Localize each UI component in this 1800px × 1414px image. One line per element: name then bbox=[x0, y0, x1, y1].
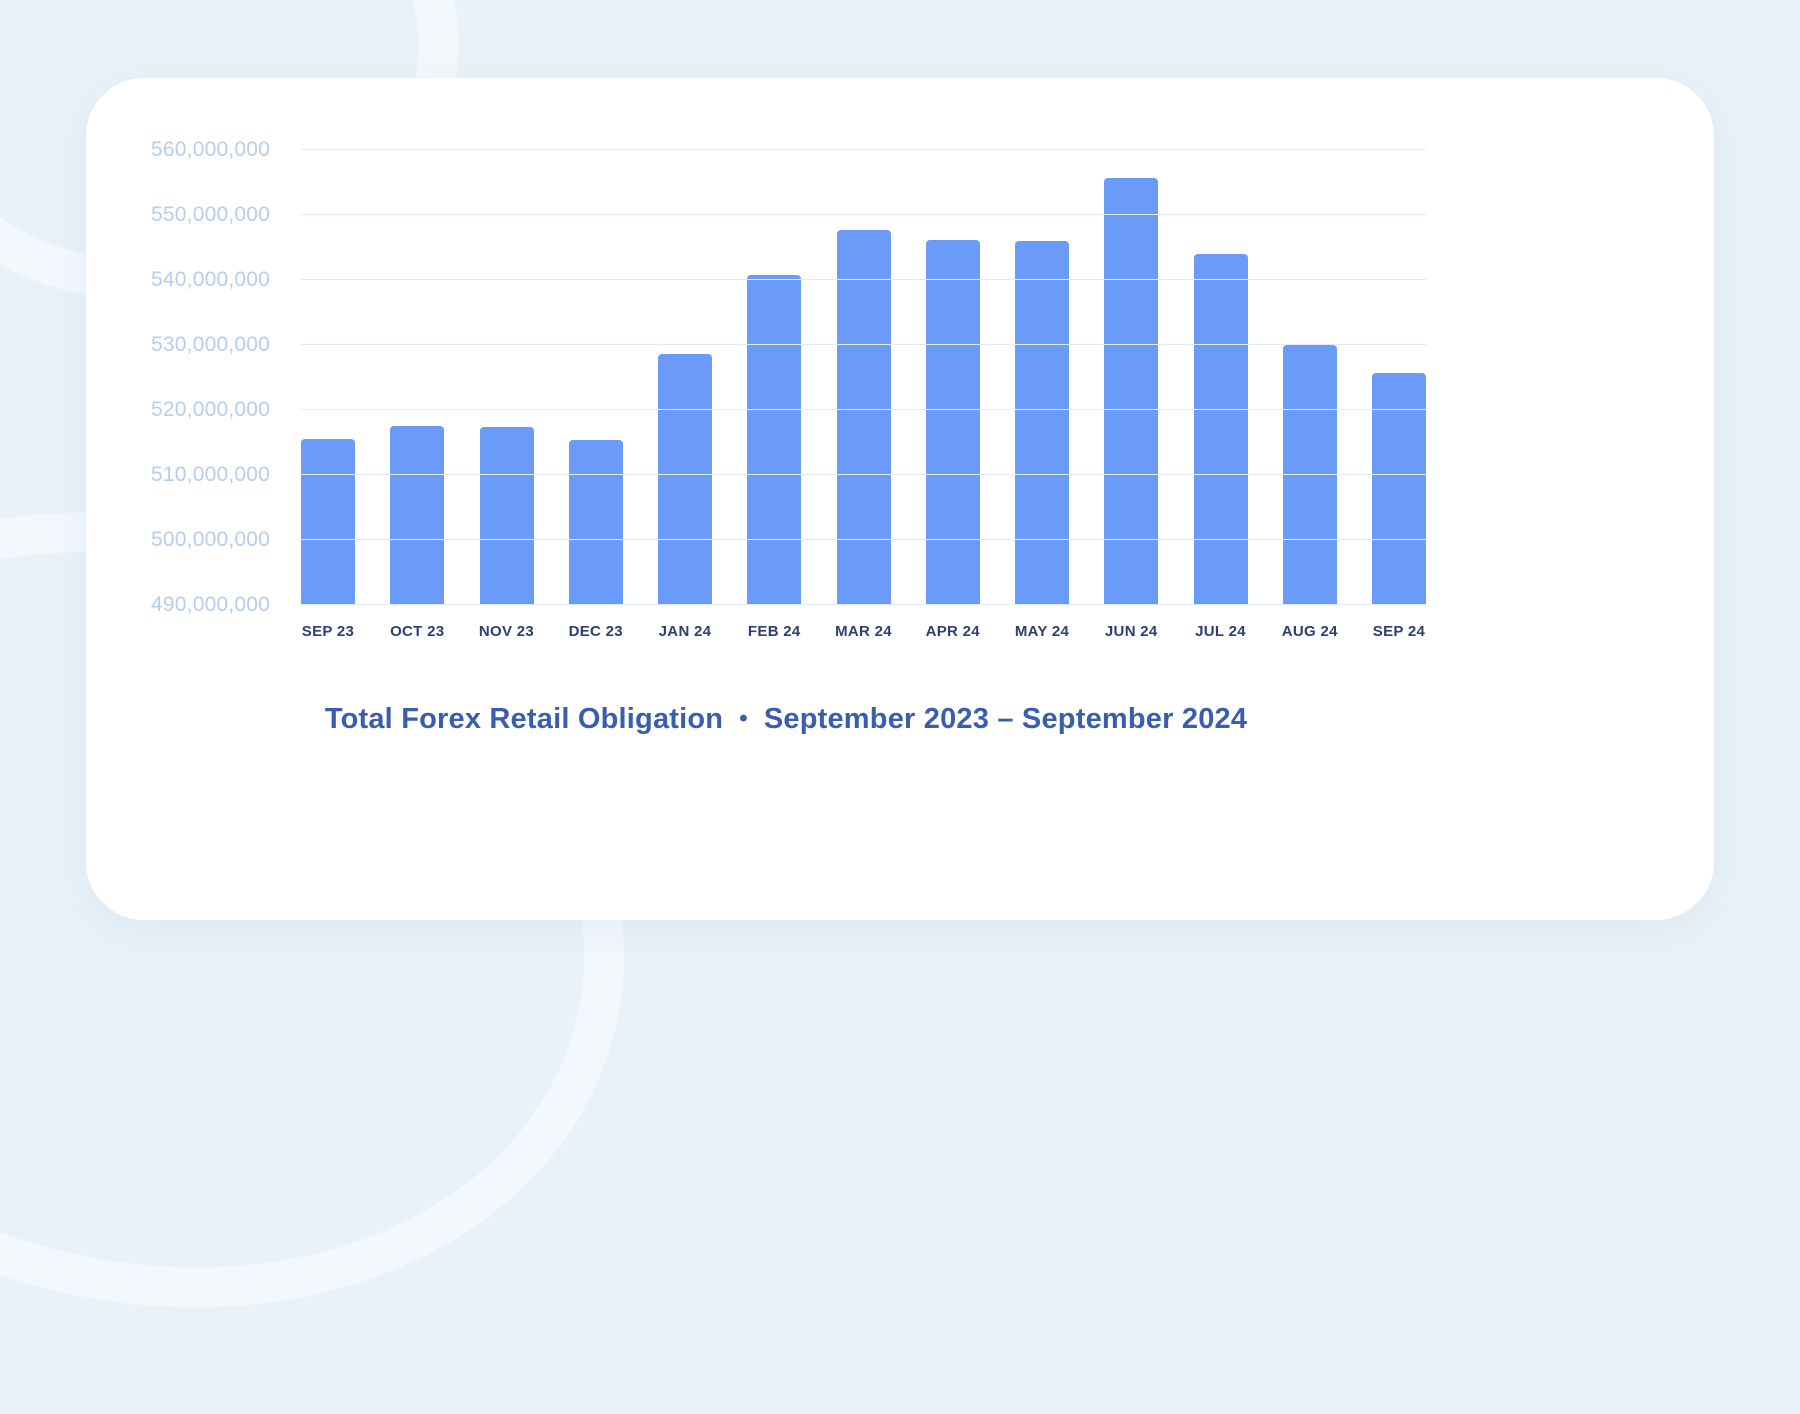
bar-column: JAN 24 bbox=[658, 354, 712, 640]
title-separator-dot: • bbox=[739, 705, 748, 732]
y-axis-tick-label: 560,000,000 bbox=[151, 138, 270, 161]
y-axis-tick-label: 550,000,000 bbox=[151, 203, 270, 226]
x-axis-tick-label: SEP 23 bbox=[301, 623, 355, 640]
chart-card: SEP 23 OCT 23 NOV 23 DEC 23 JAN 24 FEB 24 MAR … bbox=[86, 78, 1714, 920]
x-axis-tick-label: SEP 24 bbox=[1372, 623, 1426, 640]
bar-column: MAR 24 bbox=[835, 229, 892, 640]
chart-title: Total Forex Retail Obligation • September … bbox=[146, 703, 1426, 736]
bar-oct-23 bbox=[390, 426, 445, 605]
bar-column: FEB 24 bbox=[747, 274, 802, 640]
x-axis-tick-label: NOV 23 bbox=[478, 623, 535, 640]
gridline bbox=[301, 538, 1426, 540]
x-axis-tick-label: MAR 24 bbox=[835, 623, 892, 640]
x-axis-tick-label: DEC 23 bbox=[568, 623, 623, 640]
gridline bbox=[301, 603, 1426, 605]
bar-apr-24 bbox=[925, 240, 980, 605]
x-axis-tick-label: AUG 24 bbox=[1281, 623, 1338, 640]
bar-jun-24 bbox=[1104, 177, 1159, 605]
bar-column: APR 24 bbox=[925, 240, 980, 640]
x-axis-tick-label: FEB 24 bbox=[747, 623, 801, 640]
bar-column: MAY 24 bbox=[1015, 241, 1069, 640]
bar-column: SEP 23 bbox=[301, 439, 355, 640]
bars-container: SEP 23 OCT 23 NOV 23 DEC 23 JAN 24 FEB 24 MAR … bbox=[301, 150, 1426, 640]
plot-area: SEP 23 OCT 23 NOV 23 DEC 23 JAN 24 FEB 24 MAR … bbox=[151, 138, 1426, 640]
bar-feb-24 bbox=[747, 274, 802, 605]
gridline bbox=[301, 213, 1426, 215]
x-axis-tick-label: JAN 24 bbox=[658, 623, 712, 640]
x-axis-tick-label: OCT 23 bbox=[390, 623, 445, 640]
bar-column: NOV 23 bbox=[479, 426, 534, 640]
x-axis-tick-label: JUN 24 bbox=[1104, 623, 1158, 640]
bar-mar-24 bbox=[836, 229, 891, 605]
chart-title-range: September 2023 – September 2024 bbox=[763, 703, 1248, 735]
chart-title-main: Total Forex Retail Obligation bbox=[324, 703, 724, 735]
gridline bbox=[301, 473, 1426, 475]
bar-column: JUN 24 bbox=[1104, 177, 1159, 640]
bar-column: AUG 24 bbox=[1282, 345, 1337, 640]
y-axis-tick-label: 490,000,000 bbox=[151, 593, 270, 616]
y-axis-tick-label: 530,000,000 bbox=[151, 333, 270, 356]
bar-column: DEC 23 bbox=[568, 439, 623, 640]
y-axis-tick-label: 510,000,000 bbox=[151, 463, 270, 486]
gridline bbox=[301, 148, 1426, 150]
bar-nov-23 bbox=[479, 426, 534, 605]
gridline bbox=[301, 343, 1426, 345]
bar-dec-23 bbox=[568, 439, 623, 605]
bar-column: JUL 24 bbox=[1193, 254, 1248, 640]
y-axis-tick-label: 500,000,000 bbox=[151, 528, 270, 551]
x-axis-tick-label: APR 24 bbox=[925, 623, 980, 640]
gridline bbox=[301, 278, 1426, 280]
bar-chart: SEP 23 OCT 23 NOV 23 DEC 23 JAN 24 FEB 24 MAR … bbox=[146, 118, 1426, 818]
gridline bbox=[301, 408, 1426, 410]
bar-may-24 bbox=[1015, 241, 1069, 605]
x-axis-tick-label: JUL 24 bbox=[1195, 623, 1246, 640]
bar-sep-23 bbox=[301, 439, 355, 605]
x-axis-tick-label: MAY 24 bbox=[1014, 623, 1070, 640]
bar-column: OCT 23 bbox=[390, 426, 445, 640]
bar-aug-24 bbox=[1282, 345, 1337, 605]
bar-jul-24 bbox=[1193, 254, 1248, 605]
y-axis-tick-label: 520,000,000 bbox=[151, 398, 270, 421]
y-axis-tick-label: 540,000,000 bbox=[151, 268, 270, 291]
bar-column: SEP 24 bbox=[1372, 372, 1426, 640]
bar-jan-24 bbox=[658, 354, 712, 605]
bar-sep-24 bbox=[1372, 372, 1426, 605]
